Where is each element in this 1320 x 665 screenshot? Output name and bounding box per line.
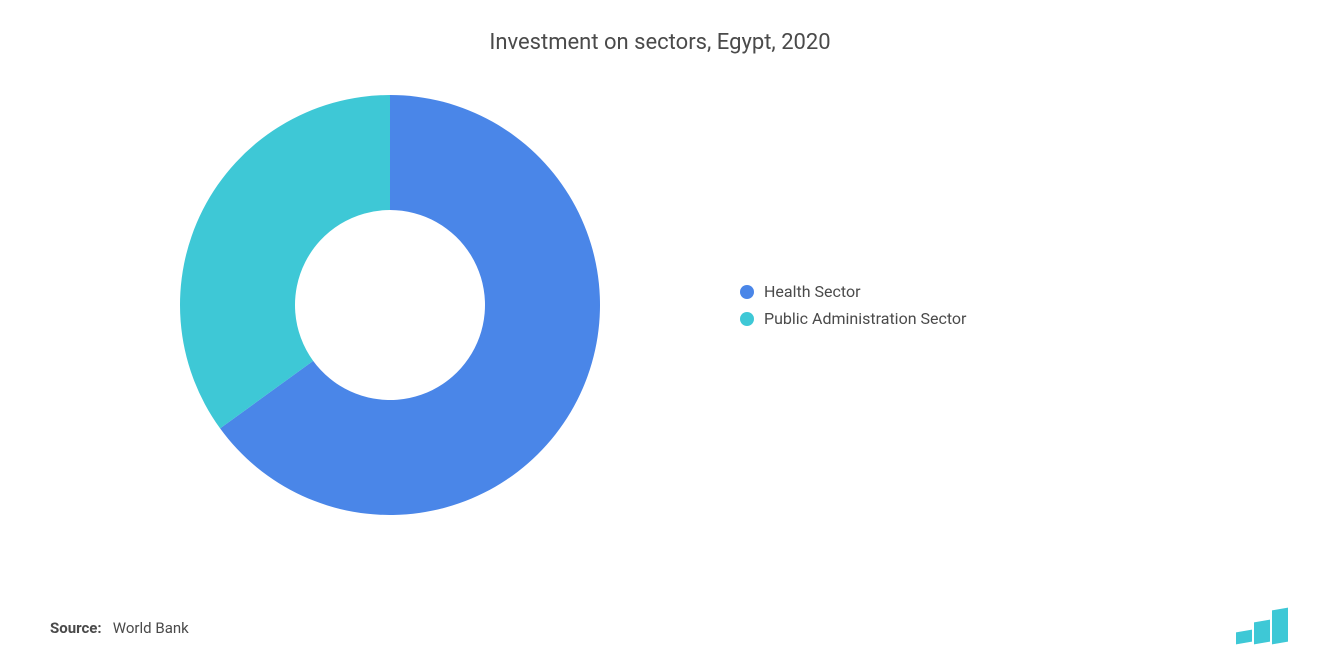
donut-svg <box>160 75 620 535</box>
donut-slice <box>180 95 390 428</box>
chart-title: Investment on sectors, Egypt, 2020 <box>50 30 1270 55</box>
chart-container: Investment on sectors, Egypt, 2020 Healt… <box>0 0 1320 665</box>
source-value <box>105 619 112 637</box>
source-label: Source: <box>50 619 102 637</box>
legend-swatch-icon <box>740 312 754 326</box>
donut-chart <box>160 75 620 535</box>
legend-label: Public Administration Sector <box>764 309 966 328</box>
legend-swatch-icon <box>740 285 754 299</box>
chart-area: Health Sector Public Administration Secto… <box>50 75 1270 535</box>
source-line: Source: World Bank <box>50 619 189 637</box>
legend-label: Health Sector <box>764 282 861 301</box>
legend-item: Health Sector <box>740 282 966 301</box>
source-text: World Bank <box>113 619 189 637</box>
chart-legend: Health Sector Public Administration Secto… <box>740 282 966 328</box>
legend-item: Public Administration Sector <box>740 309 966 328</box>
mi-logo-icon <box>1236 609 1296 649</box>
